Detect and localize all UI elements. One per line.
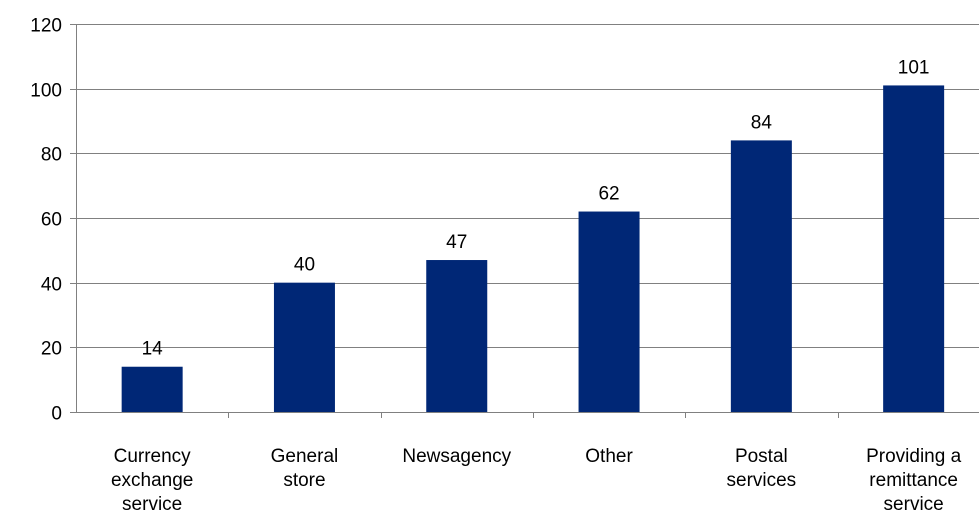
- data-label: 101: [898, 57, 930, 78]
- data-label: 62: [598, 184, 619, 205]
- data-label: 84: [751, 112, 773, 133]
- category-label-line: services: [727, 470, 797, 491]
- y-tick-label: 20: [41, 339, 62, 360]
- category-label-line: General: [271, 446, 339, 467]
- data-label: 40: [294, 255, 315, 276]
- category-label-line: exchange: [111, 470, 193, 491]
- y-tick-label: 40: [41, 275, 62, 296]
- category-label: Currency exchange service: [111, 446, 193, 515]
- category-label: Newsagency: [402, 446, 511, 467]
- category-label: Other: [585, 446, 633, 467]
- category-labels: Currency exchange service General store Newsa…: [111, 446, 962, 515]
- data-labels: 14 40 47 62 84 101: [142, 57, 930, 359]
- bar: [578, 211, 640, 412]
- category-label-line: Postal: [735, 446, 788, 467]
- bars: [121, 85, 945, 412]
- category-label: Postal services: [727, 446, 797, 491]
- bar: [730, 140, 792, 412]
- category-label-line: Other: [585, 446, 633, 467]
- category-label-line: service: [122, 494, 182, 515]
- data-label: 14: [142, 339, 164, 360]
- category-label-line: Newsagency: [402, 446, 511, 467]
- category-label-line: service: [884, 494, 944, 515]
- category-label-line: Currency: [114, 446, 192, 467]
- bar: [121, 366, 183, 412]
- category-label-line: store: [283, 470, 325, 491]
- y-tick-label: 100: [30, 81, 62, 102]
- category-label-line: remittance: [869, 470, 958, 491]
- y-tick-label: 0: [51, 404, 62, 425]
- data-label: 47: [446, 232, 467, 253]
- axes: [76, 24, 979, 418]
- category-label-line: Providing a: [866, 446, 961, 467]
- bar: [426, 260, 488, 412]
- bar: [883, 85, 945, 412]
- y-tick-label: 60: [41, 210, 62, 231]
- y-tick-label: 80: [41, 145, 62, 166]
- gridlines: [76, 24, 979, 348]
- category-label: Providing a remittance service: [866, 446, 961, 515]
- bar: [273, 282, 335, 412]
- y-tick-label: 120: [30, 16, 62, 37]
- category-label: General store: [271, 446, 339, 491]
- y-axis-ticks: 0 20 40 60 80 100 120: [30, 16, 76, 425]
